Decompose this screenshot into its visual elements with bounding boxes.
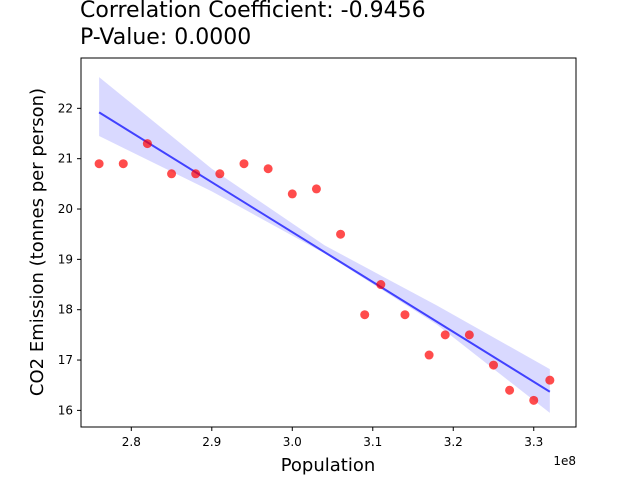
y-tick-label: 16	[58, 403, 73, 417]
data-point	[167, 169, 177, 179]
data-point	[400, 310, 410, 320]
data-point	[287, 189, 297, 199]
x-axis-ticks: 2.8 2.9 3.0 3.1 3.2 3.3	[122, 427, 543, 449]
regression-line	[98, 111, 551, 393]
x-axis-label: Population	[281, 455, 376, 476]
y-axis-label: CO2 Emission (tonnes per person)	[27, 88, 48, 396]
data-point	[311, 184, 321, 194]
x-tick-label: 3.3	[524, 435, 543, 449]
x-tick-label: 3.0	[283, 435, 302, 449]
data-point	[142, 139, 152, 149]
chart-title-pvalue: P-Value: 0.0000	[80, 25, 252, 50]
confidence-band	[99, 77, 550, 413]
regression-line-layer	[98, 111, 551, 393]
data-point	[215, 169, 225, 179]
data-point	[545, 375, 555, 385]
data-point	[424, 350, 434, 360]
scatter-points-layer	[94, 139, 555, 405]
data-point	[263, 164, 273, 174]
data-point	[440, 330, 450, 340]
data-point	[94, 159, 104, 169]
data-point	[489, 360, 498, 370]
x-axis-offset-label: 1e8	[553, 454, 576, 468]
plot-frame	[80, 57, 577, 428]
x-tick-label: 2.9	[202, 435, 221, 449]
data-point	[191, 169, 201, 179]
y-axis-ticks: 16 17 18 19 20 21 22	[58, 101, 81, 417]
y-tick-label: 19	[58, 252, 73, 266]
confidence-band-layer	[99, 77, 550, 413]
data-point	[376, 280, 386, 290]
y-tick-label: 22	[58, 101, 73, 115]
y-tick-label: 18	[58, 303, 73, 317]
y-tick-label: 21	[58, 152, 73, 166]
data-point	[336, 229, 346, 239]
y-tick-label: 20	[58, 202, 73, 216]
data-point	[360, 310, 370, 320]
data-point	[505, 385, 515, 395]
x-tick-label: 3.2	[444, 435, 463, 449]
x-tick-label: 2.8	[122, 435, 141, 449]
y-tick-label: 17	[58, 353, 73, 367]
data-point	[464, 330, 474, 340]
data-point	[239, 159, 249, 169]
x-tick-label: 3.1	[363, 435, 382, 449]
chart-title-correlation: Correlation Coefficient: -0.9456	[80, 0, 426, 23]
data-point	[529, 395, 539, 405]
data-point	[118, 159, 128, 169]
